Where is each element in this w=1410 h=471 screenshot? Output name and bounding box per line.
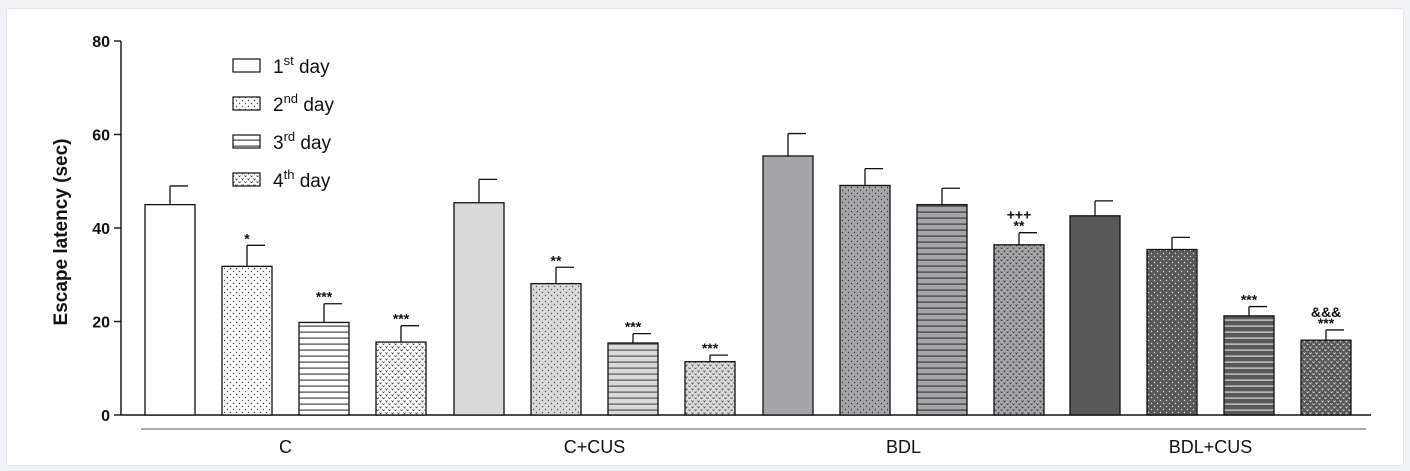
y-tick-label: 20	[92, 315, 110, 332]
significance-label: ***	[625, 319, 642, 335]
significance-label: **	[1014, 218, 1025, 234]
significance-label: ***	[393, 311, 410, 327]
legend-swatch	[232, 96, 261, 111]
legend-label: 1st day	[273, 53, 330, 78]
y-tick-label: 60	[92, 128, 110, 145]
bar	[916, 203, 968, 416]
figure-frame: 0 20 40 60 80 Escape latency (sec) * *** *** C ** *…	[6, 8, 1404, 466]
y-axis-label: Escape latency (sec)	[51, 139, 72, 326]
bar	[839, 184, 891, 416]
significance-label: **	[551, 252, 562, 268]
y-tick-label: 0	[101, 408, 110, 425]
legend-swatch	[232, 172, 261, 187]
bar	[1300, 339, 1352, 416]
legend-label: 2nd day	[273, 91, 334, 116]
bar	[453, 202, 505, 416]
bar	[993, 244, 1045, 416]
significance-label: *	[244, 230, 250, 246]
group-label: BDL+CUS	[1169, 437, 1253, 457]
legend-label: 4th day	[273, 167, 331, 192]
bar	[298, 321, 350, 416]
group-label: C+CUS	[564, 437, 626, 457]
significance-label: +++	[1007, 207, 1032, 223]
legend-swatch	[232, 58, 261, 73]
bar	[1146, 248, 1198, 416]
legend-swatch	[232, 134, 261, 149]
significance-label: ***	[702, 340, 719, 356]
significance-label: ***	[1318, 315, 1335, 331]
bar	[375, 341, 427, 416]
bar	[684, 361, 736, 416]
bar	[221, 265, 273, 416]
group-label: C	[279, 437, 292, 457]
bar	[762, 155, 814, 416]
y-tick-label: 80	[92, 34, 110, 51]
legend-label: 3rd day	[273, 129, 332, 154]
bar	[607, 342, 659, 416]
bar	[144, 203, 196, 416]
y-tick-label: 40	[92, 221, 110, 238]
significance-label: ***	[316, 289, 333, 305]
significance-label: &&&	[1311, 304, 1341, 320]
significance-label: ***	[1241, 292, 1258, 308]
group-label: BDL	[886, 437, 921, 457]
bar	[1223, 315, 1275, 416]
bar	[1069, 215, 1121, 416]
bar	[530, 282, 582, 416]
